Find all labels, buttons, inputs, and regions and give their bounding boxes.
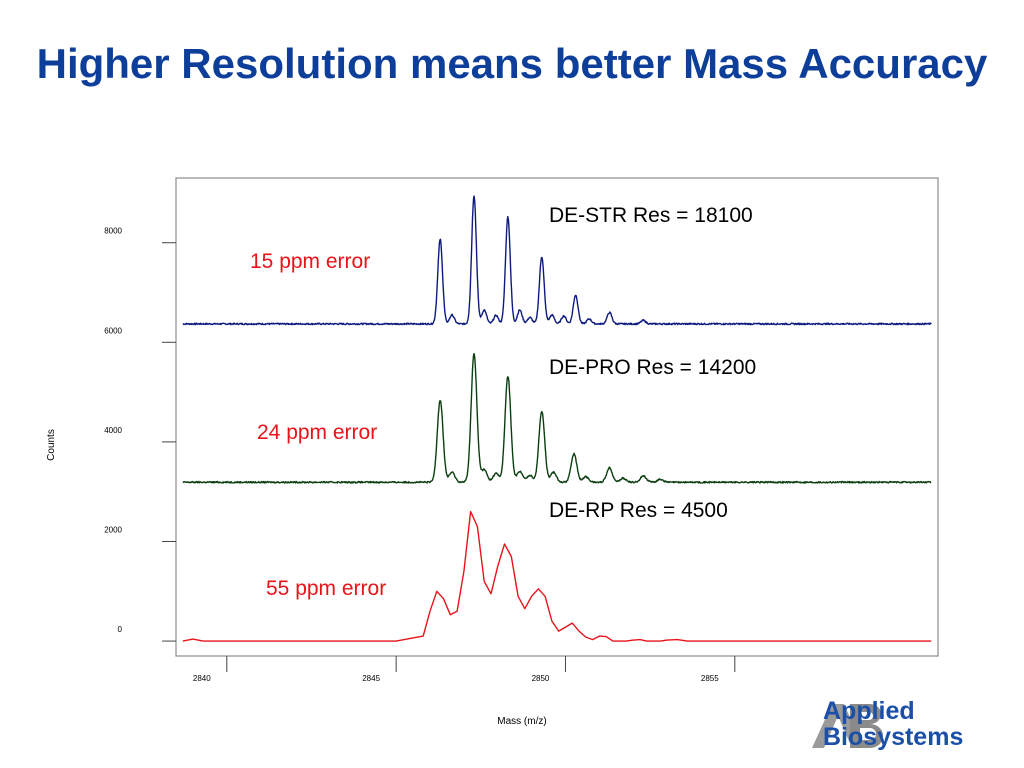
x-tick-label: 2840 [193,674,211,683]
slide-title: Higher Resolution means better Mass Accu… [36,40,988,87]
y-tick-label: 8000 [104,227,122,236]
plot-frame [175,177,939,657]
x-tick-label: 2845 [362,674,380,683]
y-tick-label: 0 [118,625,123,634]
spectrum-line-series-2 [182,352,932,484]
y-tick-label: 6000 [104,326,122,335]
series-label-de-str: DE-STR Res = 18100 [549,204,753,227]
y-axis: 0 2000 4000 6000 8000 [104,227,176,642]
x-tick-label: 2855 [701,674,719,683]
error-annotation-de-pro: 24 ppm error [257,421,377,444]
logo-line-biosystems: Biosystems [823,723,964,751]
logo-line-applied: Applied [823,697,915,725]
x-axis-title: Mass (m/z) [497,716,546,727]
y-axis-title: Counts [46,429,57,461]
series-label-de-pro: DE-PRO Res = 14200 [549,356,756,379]
spectrum-line-series-1 [182,195,932,326]
x-tick-label: 2850 [532,674,550,683]
y-tick-label: 2000 [104,525,122,534]
series-label-de-rp: DE-RP Res = 4500 [549,499,728,522]
error-annotation-de-str: 15 ppm error [250,250,370,273]
series-layer [182,195,932,642]
company-logo-text: Applied Biosystems [823,698,963,750]
spectrum-line-series-3 [182,510,932,642]
error-annotation-de-rp: 55 ppm error [266,577,386,600]
ab-logo-mark [812,704,884,748]
y-tick-label: 4000 [104,426,122,435]
x-axis: 2840 2845 2850 2855 [193,656,736,683]
